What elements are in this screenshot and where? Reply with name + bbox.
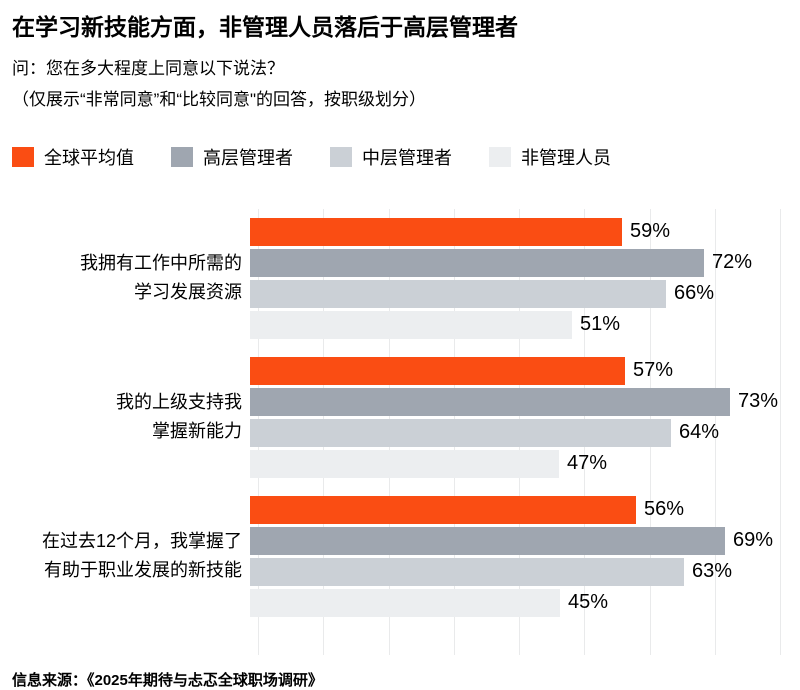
bar [250, 217, 622, 246]
bar-group: 我的上级支持我 掌握新能力 57% 73% 64% 47% [12, 356, 788, 478]
legend-swatch [171, 146, 193, 167]
value-label: 73% [738, 390, 779, 413]
bar-row: 59% [250, 217, 752, 246]
value-label: 57% [633, 359, 674, 382]
bar [250, 526, 725, 555]
value-label: 72% [712, 251, 753, 274]
bar-row: 72% [250, 248, 753, 277]
legend-label: 非管理人员 [521, 147, 611, 168]
bar [250, 279, 666, 308]
bar-list: 56% 69% 63% 45% [250, 495, 774, 617]
legend-item: 高层管理者 [171, 144, 293, 170]
bar-list: 59% 72% 66% 51% [250, 217, 753, 339]
chart-question: 问：您在多大程度上同意以下说法？ [12, 58, 284, 78]
legend-item: 全球平均值 [12, 144, 134, 170]
bar-row: 57% [250, 356, 778, 385]
legend-label: 中层管理者 [362, 147, 452, 168]
bar [250, 495, 636, 524]
category-label: 在过去12个月，我掌握了 有助于职业发展的新技能 [41, 531, 242, 581]
bar [250, 557, 684, 586]
value-label: 45% [568, 591, 609, 614]
source-note: 信息来源：《2025年期待与忐忑全球职场调研》 [12, 671, 323, 689]
legend-swatch [489, 146, 511, 167]
bar [250, 310, 572, 339]
bar-row: 64% [250, 418, 778, 447]
bar [250, 588, 560, 617]
bar-row: 51% [250, 310, 752, 339]
value-label: 59% [630, 220, 671, 243]
bar-row: 63% [250, 557, 773, 586]
bar-row: 56% [250, 495, 773, 524]
value-label: 51% [580, 313, 621, 336]
bar [250, 248, 704, 277]
legend-swatch [330, 146, 352, 167]
legend-item: 中层管理者 [330, 144, 452, 170]
bar [250, 418, 671, 447]
gridline [780, 208, 781, 655]
legend: 全球平均值 高层管理者 中层管理者 非管理人员 [12, 146, 788, 168]
legend-label: 高层管理者 [203, 147, 293, 168]
bar [250, 387, 730, 416]
bar-chart: 我拥有工作中所需的 学习发展资源 59% 72% 66% 51% 我的上级支持我 掌握新能… [12, 208, 788, 655]
gridline [714, 208, 716, 655]
bar-row: 66% [250, 279, 752, 308]
legend-item: 非管理人员 [489, 144, 611, 170]
value-label: 56% [644, 498, 685, 521]
bar [250, 356, 625, 385]
value-label: 69% [733, 529, 774, 552]
category-label: 我拥有工作中所需的 学习发展资源 [80, 253, 242, 303]
category-label: 我的上级支持我 掌握新能力 [116, 392, 242, 442]
bar-group: 我拥有工作中所需的 学习发展资源 59% 72% 66% 51% [12, 217, 788, 339]
value-label: 47% [567, 452, 608, 475]
bar-row: 73% [250, 387, 779, 416]
value-label: 66% [674, 282, 715, 305]
bar-group: 在过去12个月，我掌握了 有助于职业发展的新技能 56% 69% 63% 45% [12, 495, 788, 617]
chart-title: 在学习新技能方面，非管理人员落后于高层管理者 [12, 14, 518, 40]
legend-swatch [12, 146, 34, 167]
bar-row: 47% [250, 449, 778, 478]
value-label: 63% [692, 560, 733, 583]
bar-row: 69% [250, 526, 774, 555]
bar-row: 45% [250, 588, 773, 617]
legend-label: 全球平均值 [44, 147, 134, 168]
bar [250, 449, 559, 478]
bar-list: 57% 73% 64% 47% [250, 356, 779, 478]
value-label: 64% [679, 421, 720, 444]
chart-note: （仅展示“非常同意”和“比较同意"的回答，按职级划分） [12, 89, 427, 109]
